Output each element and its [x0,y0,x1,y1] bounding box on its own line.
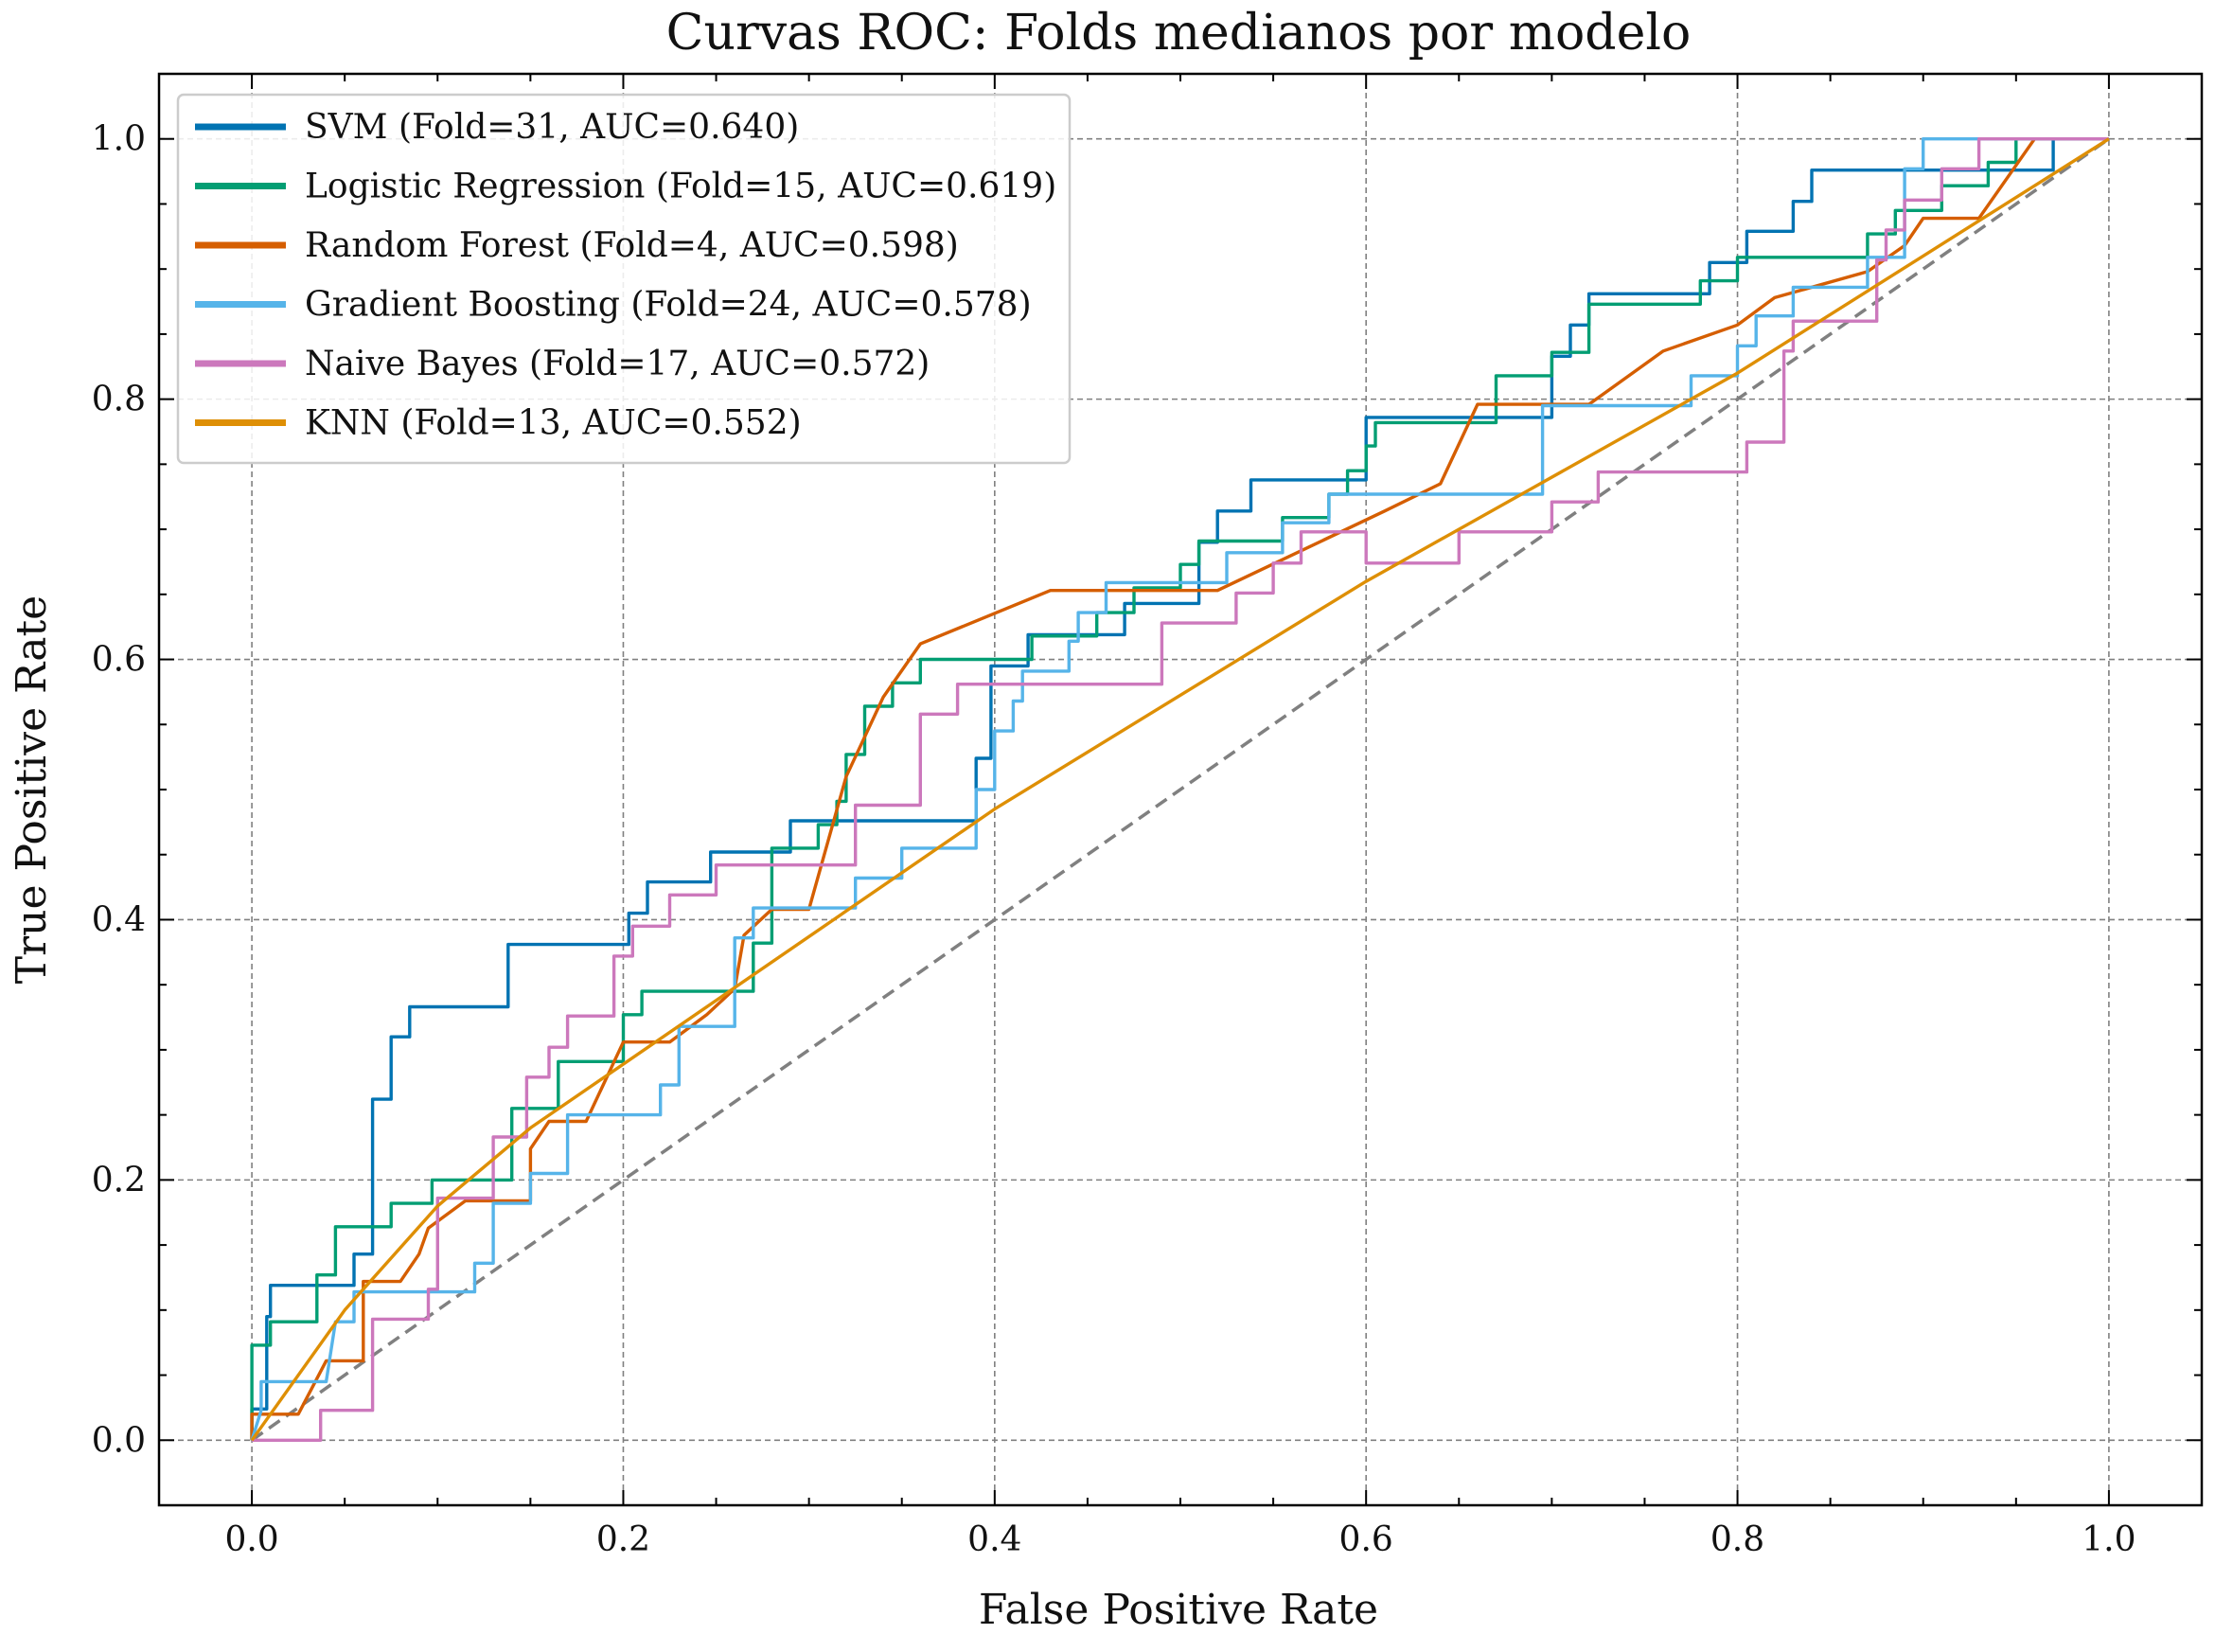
y-tick-label: 0.2 [92,1161,146,1199]
legend-label: Logistic Regression (Fold=15, AUC=0.619) [305,168,1056,206]
y-tick-label: 1.0 [92,120,146,159]
series-line-1 [250,137,2109,1441]
chart-title: Curvas ROC: Folds medianos por modelo [666,5,1692,62]
series-line-6 [250,137,2110,1442]
series-line-3 [250,137,2109,1441]
reference-diagonal [251,137,2110,1442]
x-tick-label: 0.4 [967,1520,1021,1559]
x-tick-label: 0.6 [1339,1520,1393,1559]
legend-label: Naive Bayes (Fold=17, AUC=0.572) [305,345,930,383]
series-line-2 [250,137,2109,1441]
legend: SVM (Fold=31, AUC=0.640) Logistic Regress… [176,93,1072,465]
y-tick-label: 0.4 [92,900,146,939]
series-line-4 [250,137,2109,1441]
legend-label: KNN (Fold=13, AUC=0.552) [305,404,802,443]
y-axis-title: True Positive Rate [8,595,56,984]
series-lines [250,137,2110,1442]
y-tick-label: 0.6 [92,641,146,680]
x-axis-title: False Positive Rate [979,1586,1378,1634]
axis-ticks: 0.0 0.2 0.4 0.6 0.8 1.0 0.0 0.2 0.4 0.6 0.8 1.0 [92,74,2202,1559]
legend-label: Random Forest (Fold=4, AUC=0.598) [305,226,959,265]
x-tick-label: 0.8 [1710,1520,1764,1559]
x-tick-label: 1.0 [2082,1520,2135,1559]
chance-line [251,137,2110,1442]
legend-box [176,93,1072,465]
y-tick-label: 0.0 [92,1421,146,1460]
legend-label: SVM (Fold=31, AUC=0.640) [305,108,799,147]
x-tick-label: 0.0 [224,1520,278,1559]
x-tick-label: 0.2 [596,1520,650,1559]
y-tick-label: 0.8 [92,381,146,419]
legend-label: Gradient Boosting (Fold=24, AUC=0.578) [305,286,1032,325]
